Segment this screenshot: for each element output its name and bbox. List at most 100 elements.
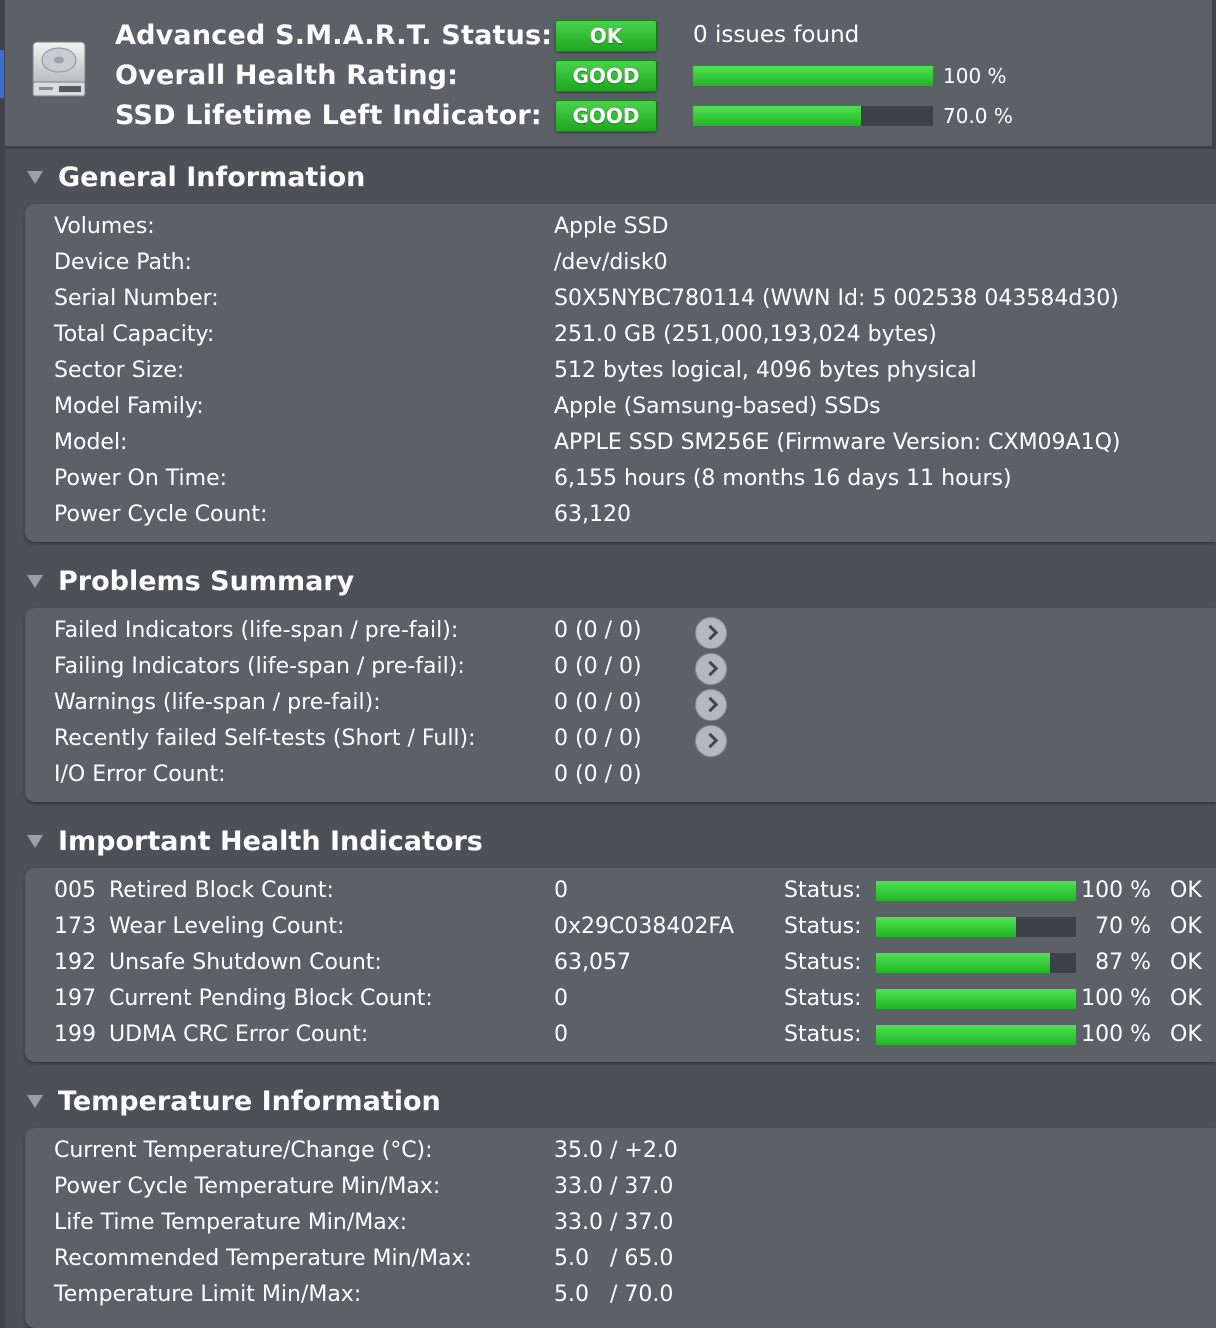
temperature-key: Power Cycle Temperature Min/Max:: [54, 1174, 441, 1199]
problems-summary-section: Problems Summary Failed Indicators (life…: [5, 554, 1216, 806]
temperature-key: Recommended Temperature Min/Max:: [54, 1246, 472, 1271]
temperature-row: Life Time Temperature Min/Max: 33.0 / 37.…: [54, 1206, 1204, 1240]
info-value: /dev/disk0: [554, 250, 668, 275]
status-label: Status:: [784, 950, 862, 975]
temperature-row: Temperature Limit Min/Max: 5.0 / 70.0: [54, 1278, 1204, 1312]
problem-row: Warnings (life-span / pre-fail): 0 (0 / 0…: [54, 686, 1204, 721]
indicator-bar-fill: [876, 1025, 1076, 1045]
lifetime-badge: GOOD: [555, 100, 657, 132]
info-row: Serial Number: S0X5NYBC780114 (WWN Id: 5 …: [54, 282, 1204, 316]
status-header: Advanced S.M.A.R.T. Status: OK 0 issues …: [5, 0, 1212, 146]
disclosure-triangle-icon[interactable]: [27, 575, 43, 588]
disclosure-triangle-icon[interactable]: [27, 835, 43, 848]
health-rating-label: Overall Health Rating:: [115, 60, 459, 91]
issues-found-text: 0 issues found: [693, 22, 860, 48]
temperature-row: Current Temperature/Change (°C): 35.0 / +…: [54, 1134, 1204, 1168]
info-value: APPLE SSD SM256E (Firmware Version: CXM0…: [554, 430, 1121, 455]
info-row: Power On Time: 6,155 hours (8 months 16 d…: [54, 462, 1204, 496]
indicator-bar: [876, 953, 1076, 973]
section-title: Temperature Information: [58, 1086, 441, 1117]
indicator-id: 005: [54, 878, 96, 903]
info-key: Model Family:: [54, 394, 204, 419]
problem-value: 0 (0 / 0): [554, 654, 642, 679]
chevron-right-icon[interactable]: [695, 617, 727, 649]
indicator-status: OK: [1170, 950, 1202, 975]
temperature-panel: Current Temperature/Change (°C): 35.0 / +…: [25, 1128, 1216, 1328]
problems-summary-header[interactable]: Problems Summary: [5, 554, 1216, 608]
indicator-value: 0: [554, 878, 568, 903]
disclosure-triangle-icon[interactable]: [27, 1095, 43, 1108]
info-row: Model Family: Apple (Samsung-based) SSDs: [54, 390, 1204, 424]
smart-status-row: Advanced S.M.A.R.T. Status: OK 0 issues …: [115, 16, 1215, 56]
indicator-id: 192: [54, 950, 96, 975]
disclosure-triangle-icon[interactable]: [27, 171, 43, 184]
indicator-bar-fill: [876, 953, 1050, 973]
chevron-right-icon[interactable]: [695, 653, 727, 685]
lifetime-label: SSD Lifetime Left Indicator:: [115, 100, 542, 131]
lifetime-percent: 70.0 %: [943, 104, 1013, 128]
temperature-row: Power Cycle Temperature Min/Max: 33.0 / 3…: [54, 1170, 1204, 1204]
indicator-name: Retired Block Count:: [109, 878, 334, 903]
indicator-bar: [876, 881, 1076, 901]
indicator-status: OK: [1170, 878, 1202, 903]
indicator-percent: 70 %: [1095, 914, 1151, 939]
lifetime-row: SSD Lifetime Left Indicator: GOOD 70.0 %: [115, 96, 1215, 136]
problem-row: Recently failed Self-tests (Short / Full…: [54, 722, 1204, 757]
indicator-percent: 100 %: [1081, 878, 1151, 903]
indicator-name: UDMA CRC Error Count:: [109, 1022, 369, 1047]
problem-key: I/O Error Count:: [54, 762, 226, 787]
problem-value: 0 (0 / 0): [554, 726, 642, 751]
health-indicators-header[interactable]: Important Health Indicators: [5, 814, 1216, 868]
info-value: 6,155 hours (8 months 16 days 11 hours): [554, 466, 1012, 491]
chevron-right-icon[interactable]: [695, 689, 727, 721]
indicator-bar-fill: [876, 989, 1076, 1009]
lifetime-bar-fill: [693, 106, 861, 126]
health-rating-row: Overall Health Rating: GOOD 100 %: [115, 56, 1215, 96]
general-information-header[interactable]: General Information: [5, 150, 1216, 204]
info-row: Total Capacity: 251.0 GB (251,000,193,024…: [54, 318, 1204, 352]
problem-row: Failed Indicators (life-span / pre-fail)…: [54, 614, 1204, 649]
indicator-status: OK: [1170, 986, 1202, 1011]
indicator-percent: 100 %: [1081, 1022, 1151, 1047]
info-key: Device Path:: [54, 250, 192, 275]
temperature-section: Temperature Information Current Temperat…: [5, 1074, 1216, 1328]
indicator-value: 0: [554, 1022, 568, 1047]
general-information-section: General Information Volumes: Apple SSD De…: [5, 150, 1216, 546]
info-row: Model: APPLE SSD SM256E (Firmware Version…: [54, 426, 1204, 460]
info-value: 63,120: [554, 502, 631, 527]
health-rating-bar: [693, 66, 933, 86]
health-rating-badge: GOOD: [555, 60, 657, 92]
temperature-key: Current Temperature/Change (°C):: [54, 1138, 433, 1163]
problem-value: 0 (0 / 0): [554, 690, 642, 715]
info-row: Sector Size: 512 bytes logical, 4096 byte…: [54, 354, 1204, 388]
indicator-name: Unsafe Shutdown Count:: [109, 950, 382, 975]
info-key: Power On Time:: [54, 466, 228, 491]
temperature-value: 35.0 / +2.0: [554, 1138, 678, 1163]
temperature-value: 5.0 / 65.0: [554, 1246, 674, 1271]
health-indicators-section: Important Health Indicators 005 Retired …: [5, 814, 1216, 1066]
indicator-row: 192 Unsafe Shutdown Count: 63,057 Status…: [54, 946, 1204, 980]
temperature-value: 5.0 / 70.0: [554, 1282, 674, 1307]
status-label: Status:: [784, 986, 862, 1011]
indicator-bar: [876, 989, 1076, 1009]
lifetime-bar: [693, 106, 933, 126]
temperature-header[interactable]: Temperature Information: [5, 1074, 1216, 1128]
info-row: Power Cycle Count: 63,120: [54, 498, 1204, 532]
left-window-edge: [0, 0, 5, 1328]
problem-value: 0 (0 / 0): [554, 618, 642, 643]
info-value: Apple SSD: [554, 214, 669, 239]
problems-summary-panel: Failed Indicators (life-span / pre-fail)…: [25, 608, 1216, 802]
info-key: Serial Number:: [54, 286, 219, 311]
health-rating-bar-fill: [693, 66, 933, 86]
problem-row: Failing Indicators (life-span / pre-fail…: [54, 650, 1204, 685]
indicator-name: Current Pending Block Count:: [109, 986, 433, 1011]
indicator-status: OK: [1170, 914, 1202, 939]
status-label: Status:: [784, 878, 862, 903]
general-information-panel: Volumes: Apple SSD Device Path: /dev/disk0…: [25, 204, 1216, 542]
chevron-right-icon[interactable]: [695, 725, 727, 757]
problem-value: 0 (0 / 0): [554, 762, 642, 787]
indicator-row: 173 Wear Leveling Count: 0x29C038402FA S…: [54, 910, 1204, 944]
smart-status-label: Advanced S.M.A.R.T. Status:: [115, 20, 553, 51]
selection-indicator: [0, 50, 4, 98]
section-title: Problems Summary: [58, 566, 355, 597]
